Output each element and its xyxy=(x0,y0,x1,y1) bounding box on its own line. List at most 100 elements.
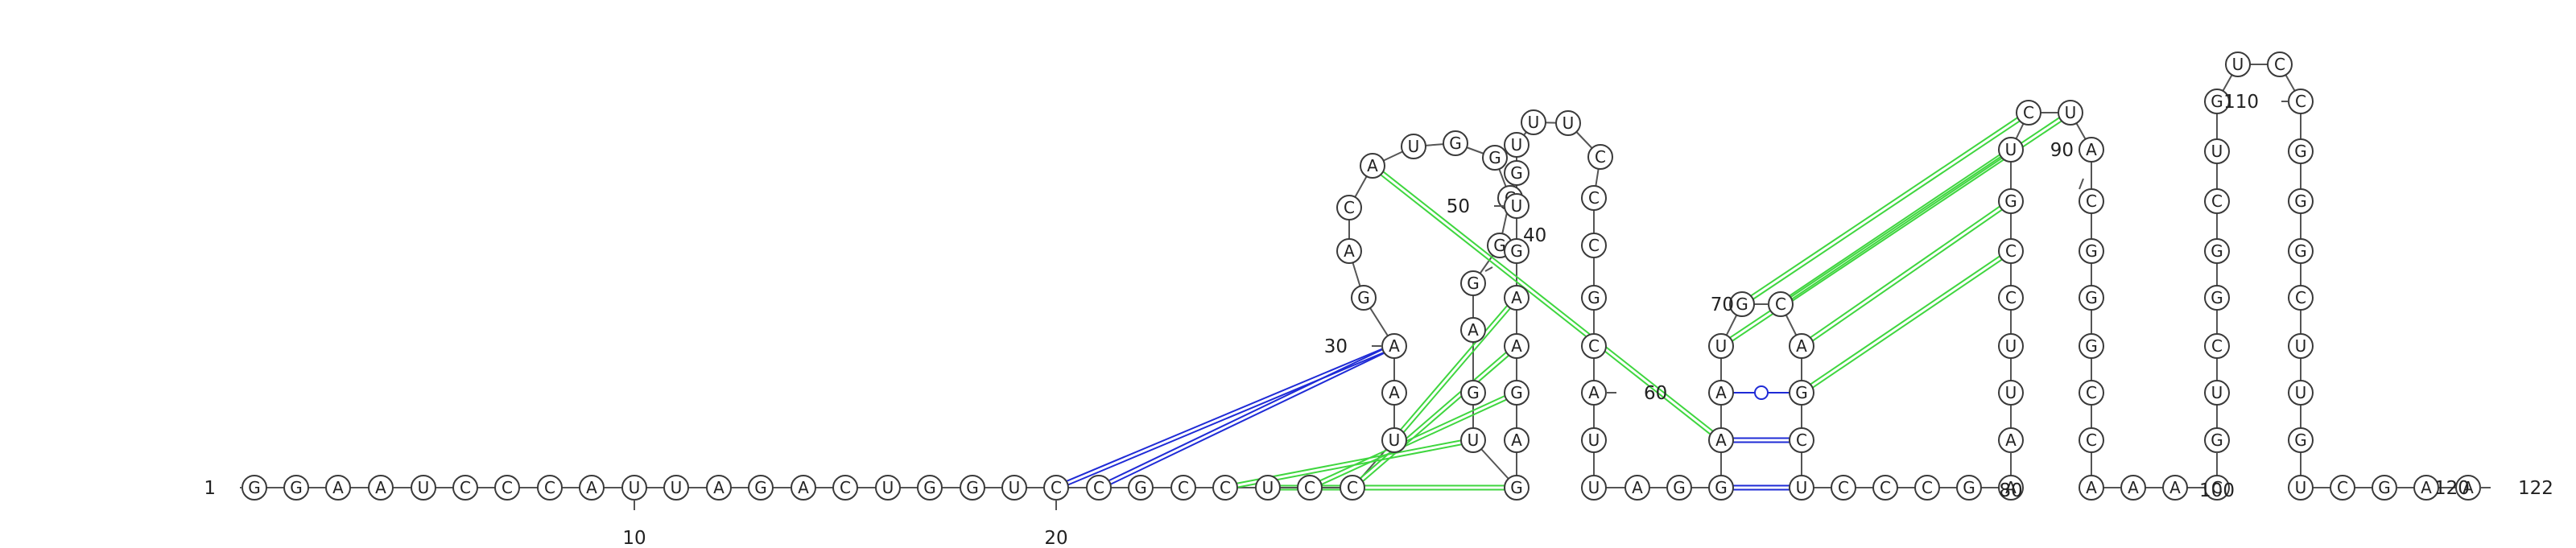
nucleotide-4: A xyxy=(368,475,394,501)
nucleotide-circle xyxy=(2288,333,2314,359)
nucleotide-letter: U xyxy=(2211,383,2223,402)
nucleotide-81: U xyxy=(1998,380,2024,406)
nucleotide-88: U xyxy=(2058,100,2083,126)
nucleotide-21: C xyxy=(1086,475,1112,501)
nucleotide-circle xyxy=(1587,144,1613,170)
nucleotide-59: C xyxy=(1581,333,1607,359)
nucleotide-114: C xyxy=(2288,285,2314,311)
tertiary-pair-line xyxy=(1066,348,1383,482)
nucleotide-letter: A xyxy=(2462,478,2474,497)
nucleotide-95: C xyxy=(2079,427,2104,453)
nucleotide-46: G xyxy=(1504,380,1530,406)
nucleotide-circle xyxy=(2288,138,2314,164)
nucleotide-56: C xyxy=(1581,185,1607,211)
nucleotide-circle xyxy=(1789,380,1814,406)
nucleotide-circle xyxy=(1336,238,1362,264)
nucleotide-36: G xyxy=(1443,130,1468,156)
nucleotide-circle xyxy=(2225,52,2251,77)
nucleotide-93: G xyxy=(2079,333,2104,359)
tertiary-pair-line xyxy=(1400,305,1509,431)
nucleotide-letter: C xyxy=(1796,431,1807,450)
nucleotide-75: C xyxy=(1831,475,1856,501)
nucleotide-circle xyxy=(2204,333,2230,359)
nucleotide-116: U xyxy=(2288,380,2314,406)
nucleotide-71: A xyxy=(1789,333,1814,359)
nucleotide-letter: G xyxy=(1510,241,1523,261)
nucleotide-circle xyxy=(1381,427,1407,453)
nucleotide-3: A xyxy=(325,475,351,501)
nucleotide-98: A xyxy=(2162,475,2188,501)
nucleotide-circle xyxy=(1401,134,1426,159)
nucleotide-letter: G xyxy=(2294,241,2307,261)
nucleotide-92: G xyxy=(2079,285,2104,311)
nucleotide-circle xyxy=(1504,380,1530,406)
nucleotide-104: G xyxy=(2204,238,2230,264)
nucleotide-letter: A xyxy=(1468,320,1479,340)
nucleotide-letter: C xyxy=(1922,478,1933,497)
nucleotide-letter: G xyxy=(1510,383,1523,402)
nucleotide-circle xyxy=(1581,333,1607,359)
nucleotide-letter: G xyxy=(1493,236,1506,255)
nucleotide-63: A xyxy=(1624,475,1650,501)
nucleotide-45: A xyxy=(1504,427,1530,453)
nucleotide-7: C xyxy=(494,475,520,501)
nucleotide-letter: A xyxy=(1511,288,1522,307)
nucleotide-circle xyxy=(411,475,436,501)
nucleotide-circle xyxy=(1708,333,1734,359)
backbone-layer xyxy=(254,64,2468,488)
nucleotide-letter: G xyxy=(1134,478,1147,497)
nucleotide-90: C xyxy=(2079,188,2104,214)
nucleotide-letter: A xyxy=(1367,156,1378,175)
nucleotide-12: A xyxy=(706,475,732,501)
nucleotide-49: G xyxy=(1504,238,1530,264)
nucleotide-115: U xyxy=(2288,333,2314,359)
nucleotide-circle xyxy=(1789,427,1814,453)
nucleotide-circle xyxy=(2288,380,2314,406)
tertiary-pair-line xyxy=(1108,348,1383,482)
nucleotide-letter: A xyxy=(1389,336,1400,356)
nucleotide-letter: G xyxy=(1357,288,1370,307)
nucleotide-circle xyxy=(2288,285,2314,311)
numbering-label-90: 90 xyxy=(2050,140,2074,161)
nucleotide-circle xyxy=(1872,475,1898,501)
nucleotide-letter: A xyxy=(2086,478,2097,497)
nucleotide-113: G xyxy=(2288,238,2314,264)
nucleotide-letter: U xyxy=(1262,478,1274,497)
nucleotide-letter: C xyxy=(2211,478,2223,497)
nucleotide-letter: A xyxy=(2086,140,2097,159)
numbering-label-100: 100 xyxy=(2199,480,2235,501)
nucleotide-letter: U xyxy=(1563,113,1575,133)
nucleotide-9: A xyxy=(579,475,605,501)
nucleotide-letter: U xyxy=(671,478,683,497)
nucleotide-letter: G xyxy=(1510,163,1523,183)
nucleotide-circle xyxy=(2204,238,2230,264)
nucleotide-letter: C xyxy=(1588,336,1600,356)
tertiary-pair-line xyxy=(1362,354,1509,482)
numbering-label-60: 60 xyxy=(1644,383,1667,404)
nucleotide-66: A xyxy=(1708,427,1734,453)
nucleotide-circle xyxy=(1504,238,1530,264)
nucleotide-circle xyxy=(1504,333,1530,359)
nucleotide-97: A xyxy=(2120,475,2146,501)
nucleotide-40: G xyxy=(1460,270,1486,296)
nucleotide-letter: C xyxy=(2023,103,2034,122)
nucleotide-79: A xyxy=(1998,475,2024,501)
nucleotide-letter: A xyxy=(1511,336,1522,356)
nucleotide-letter: A xyxy=(2005,431,2017,450)
nucleotide-51: G xyxy=(1504,160,1530,186)
nucleotide-circle xyxy=(2288,475,2314,501)
nucleotide-109: C xyxy=(2267,52,2293,77)
tertiary-pair-line xyxy=(1321,398,1507,485)
nucleotide-42: G xyxy=(1460,380,1486,406)
nucleotide-102: C xyxy=(2204,333,2230,359)
nucleotide-circle xyxy=(1581,285,1607,311)
numbering-tick xyxy=(1484,266,1493,272)
nucleotide-letter: G xyxy=(923,478,936,497)
nucleotide-circle xyxy=(368,475,394,501)
nucleotide-30: A xyxy=(1381,333,1407,359)
nucleotide-letter: C xyxy=(1051,478,1062,497)
nucleotide-letter: C xyxy=(2005,288,2017,307)
nucleotide-80: A xyxy=(1998,427,2024,453)
nucleotide-letter: G xyxy=(2085,241,2098,261)
nucleotide-circle xyxy=(2204,89,2230,114)
